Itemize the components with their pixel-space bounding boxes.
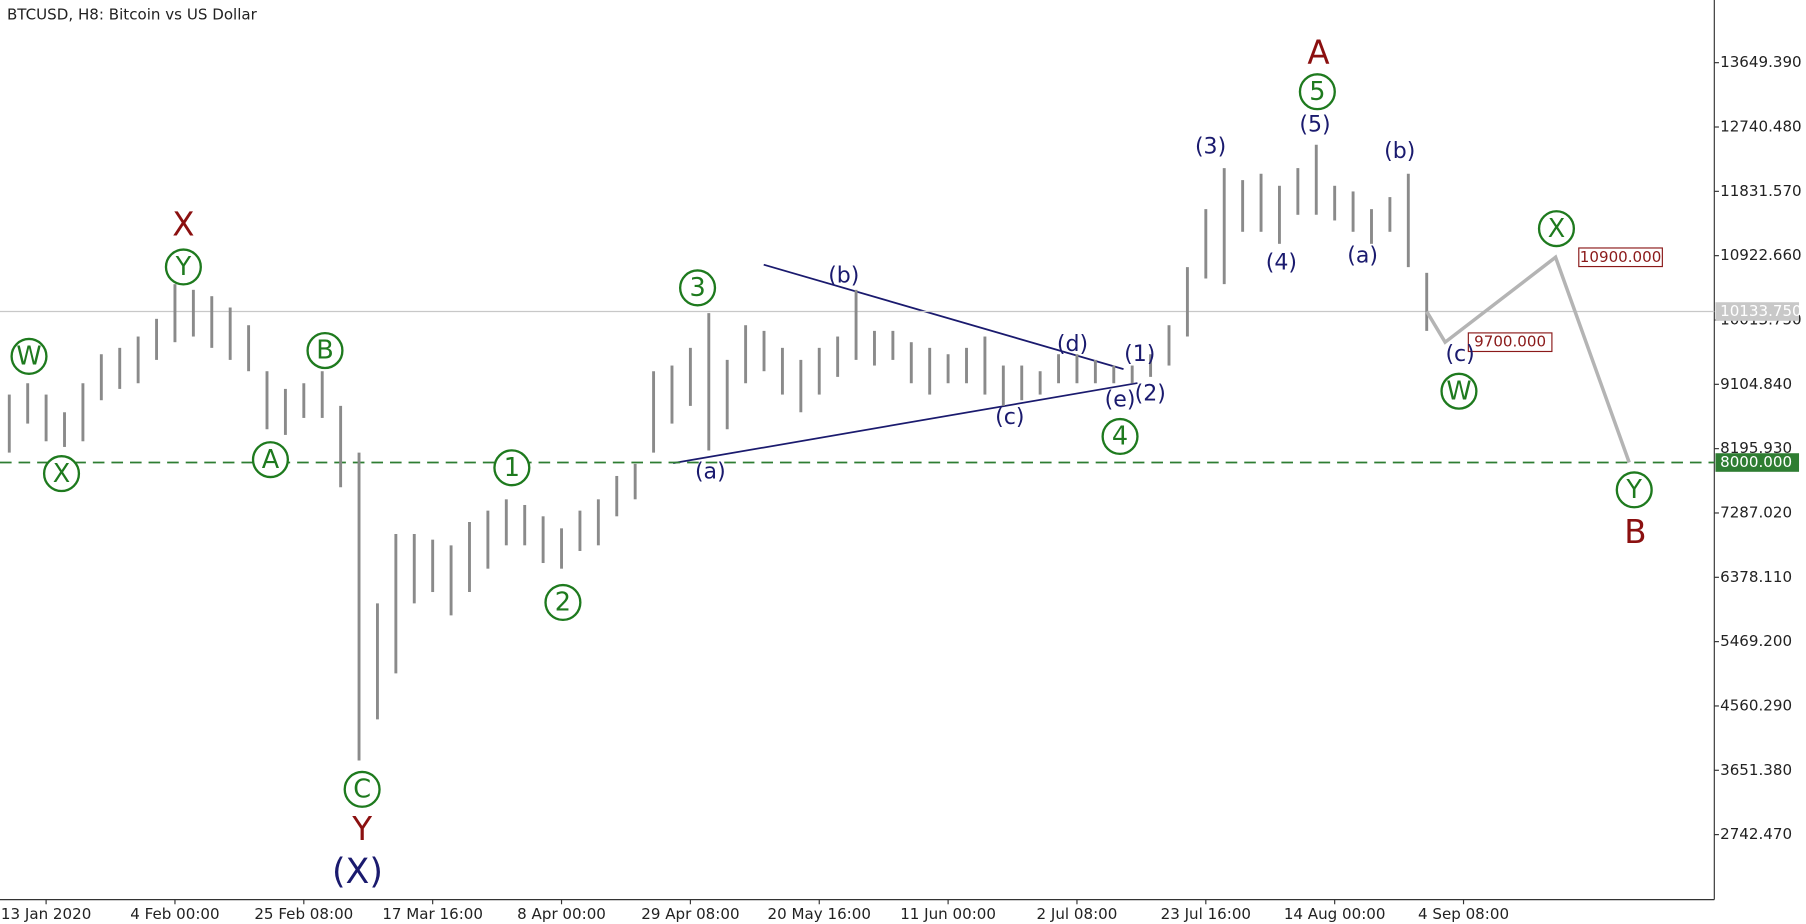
wave-label: W bbox=[1446, 376, 1471, 406]
wave-circle bbox=[493, 449, 531, 487]
wave-label: A bbox=[1307, 34, 1329, 72]
wave-label: B bbox=[316, 336, 334, 366]
x-tick-label: 11 Jun 00:00 bbox=[900, 905, 996, 923]
x-tick-label: 25 Feb 08:00 bbox=[254, 905, 353, 923]
wave-circle bbox=[1615, 471, 1653, 509]
triangle-lower-line bbox=[673, 382, 1138, 465]
y-tick-label: 12740.480 bbox=[1720, 118, 1802, 136]
wave-label: (X) bbox=[332, 852, 383, 892]
y-tick-label: 13649.390 bbox=[1720, 53, 1802, 71]
wave-circle bbox=[678, 269, 717, 307]
x-tick-label: 29 Apr 08:00 bbox=[641, 905, 739, 923]
y-tick-label: 8195.930 bbox=[1720, 439, 1792, 457]
wave-label: (a) bbox=[1347, 244, 1378, 269]
wave-label: (3) bbox=[1195, 134, 1226, 159]
y-tick-label: 10922.660 bbox=[1720, 246, 1802, 264]
wave-circle bbox=[1298, 73, 1336, 111]
x-tick-label: 23 Jul 16:00 bbox=[1161, 905, 1251, 923]
wave-label: 1 bbox=[504, 453, 520, 483]
y-tick-label: 4560.290 bbox=[1720, 696, 1792, 714]
x-tick-label: 17 Mar 16:00 bbox=[382, 905, 483, 923]
wave-label: (1) bbox=[1124, 342, 1155, 367]
wave-label: 4 bbox=[1112, 422, 1128, 452]
wave-circle bbox=[306, 331, 344, 370]
wave-label: 3 bbox=[689, 273, 705, 303]
level-label: 10133.750 bbox=[1720, 302, 1802, 320]
x-tick-label: 4 Feb 00:00 bbox=[130, 905, 219, 923]
wave-label: (a) bbox=[695, 459, 726, 484]
wave-label: (5) bbox=[1299, 112, 1330, 137]
triangle-upper-line bbox=[763, 263, 1124, 370]
y-tick-label: 3651.380 bbox=[1720, 761, 1792, 779]
wave-label: (c) bbox=[995, 405, 1024, 430]
wave-label: X bbox=[53, 459, 70, 489]
wave-circle bbox=[1440, 372, 1478, 410]
wave-circle bbox=[10, 337, 48, 375]
wave-circle bbox=[42, 455, 81, 493]
chart-title: BTCUSD, H8: Bitcoin vs US Dollar bbox=[7, 6, 258, 24]
x-tick-label: 4 Sep 08:00 bbox=[1418, 905, 1509, 923]
wave-label: W bbox=[16, 342, 41, 372]
wave-circle bbox=[544, 583, 582, 622]
y-tick-label: 6378.110 bbox=[1720, 568, 1792, 586]
wave-circle bbox=[164, 248, 202, 286]
wave-label: (4) bbox=[1266, 251, 1297, 276]
wave-label: (b) bbox=[828, 263, 859, 288]
x-tick-label: 20 May 16:00 bbox=[768, 905, 871, 923]
wave-label: (e) bbox=[1105, 387, 1136, 412]
projection-label-box bbox=[1467, 332, 1553, 353]
y-tick-label: 5469.200 bbox=[1720, 632, 1792, 650]
y-tick-label: 11831.570 bbox=[1720, 182, 1802, 200]
wave-circle bbox=[251, 441, 290, 479]
wave-label: (2) bbox=[1135, 382, 1166, 407]
x-tick-label: 8 Apr 00:00 bbox=[517, 905, 606, 923]
wave-label: (c) bbox=[1445, 342, 1474, 367]
y-tick-label: 9104.840 bbox=[1720, 375, 1792, 393]
projection-label-box bbox=[1578, 247, 1663, 268]
x-tick-label: 13 Jan 2020 bbox=[1, 905, 91, 923]
wave-circle bbox=[343, 770, 381, 808]
wave-label: C bbox=[353, 775, 371, 805]
wave-circle bbox=[1537, 210, 1576, 248]
x-tick-label: 2 Jul 08:00 bbox=[1037, 905, 1118, 923]
wave-label: B bbox=[1624, 513, 1646, 551]
level-label: 8000.000 bbox=[1720, 453, 1792, 471]
wave-label: X bbox=[172, 205, 194, 243]
wave-label: A bbox=[262, 445, 280, 475]
projection-label: 10900.000 bbox=[1580, 248, 1662, 266]
wave-label: Y bbox=[351, 810, 372, 848]
wave-label: (d) bbox=[1057, 332, 1088, 357]
wave-label: Y bbox=[1625, 475, 1642, 505]
wave-label: X bbox=[1548, 214, 1565, 244]
wave-label: 5 bbox=[1309, 77, 1325, 107]
wave-label: Y bbox=[175, 252, 192, 282]
projection-label: 9700.000 bbox=[1474, 333, 1546, 351]
level-label-box bbox=[1715, 453, 1800, 472]
projection-line bbox=[1425, 254, 1631, 464]
y-tick-label: 7287.020 bbox=[1720, 503, 1792, 521]
x-tick-label: 14 Aug 00:00 bbox=[1284, 905, 1386, 923]
y-tick-label: 2742.470 bbox=[1720, 825, 1792, 843]
level-label-box bbox=[1715, 302, 1800, 321]
wave-label: (b) bbox=[1384, 139, 1415, 164]
wave-circle bbox=[1101, 417, 1139, 456]
wave-label: 2 bbox=[555, 588, 571, 618]
